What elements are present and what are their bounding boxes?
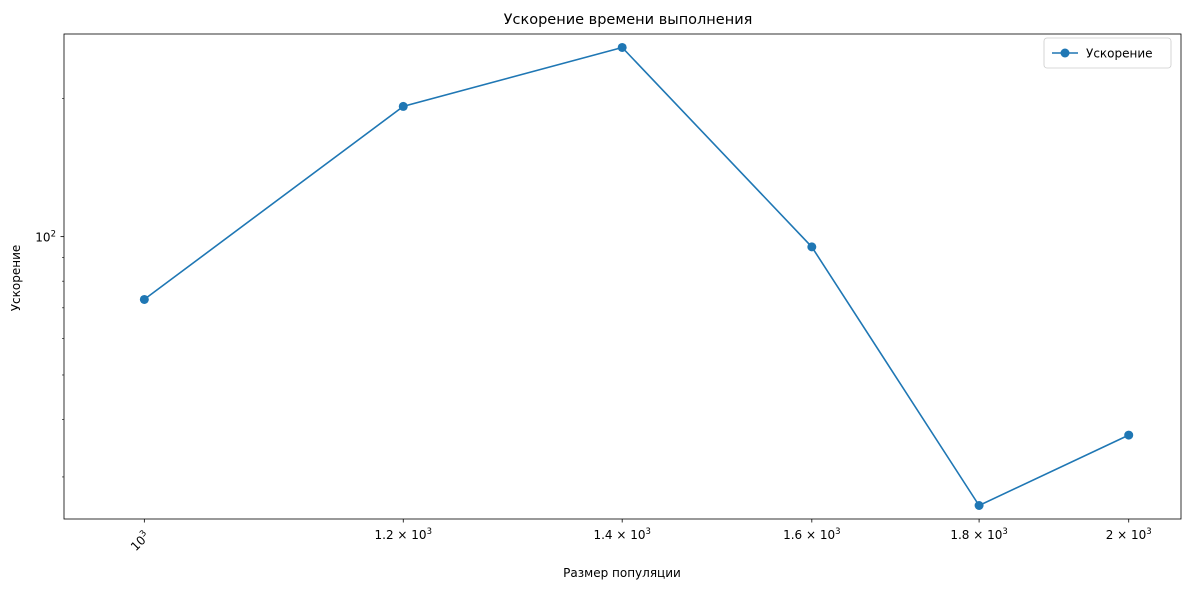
x-tick-label: 2 × 103: [1106, 527, 1152, 542]
legend: Ускорение: [1043, 37, 1172, 69]
x-axis-label: Размер популяции: [563, 566, 681, 580]
chart-title: Ускорение времени выполнения: [504, 12, 753, 28]
x-tick-label: 1.8 × 103: [950, 527, 1007, 542]
x-tick-label: 1.6 × 103: [783, 527, 840, 542]
x-tick-label: 1.2 × 103: [375, 527, 432, 542]
x-tick-label: 1.4 × 103: [593, 527, 650, 542]
data-point: [398, 101, 408, 111]
plot-frame: [63, 33, 1182, 520]
data-point: [1124, 430, 1134, 440]
legend-box: [1043, 37, 1172, 69]
plot-area: 102 103 1.2 × 103 1.4 × 103 1.6 × 103 1.8 × 1…: [35, 33, 1182, 554]
y-tick-label: 102: [35, 230, 56, 245]
data-point: [974, 501, 984, 511]
data-point: [807, 242, 817, 252]
y-axis-label: Ускорение: [9, 245, 23, 312]
x-tick-label: 103: [127, 529, 152, 554]
data-point: [617, 42, 627, 52]
legend-marker: [1060, 48, 1070, 58]
data-point: [139, 294, 149, 304]
legend-label: Ускорение: [1086, 47, 1153, 61]
series-line: [143, 46, 1130, 507]
